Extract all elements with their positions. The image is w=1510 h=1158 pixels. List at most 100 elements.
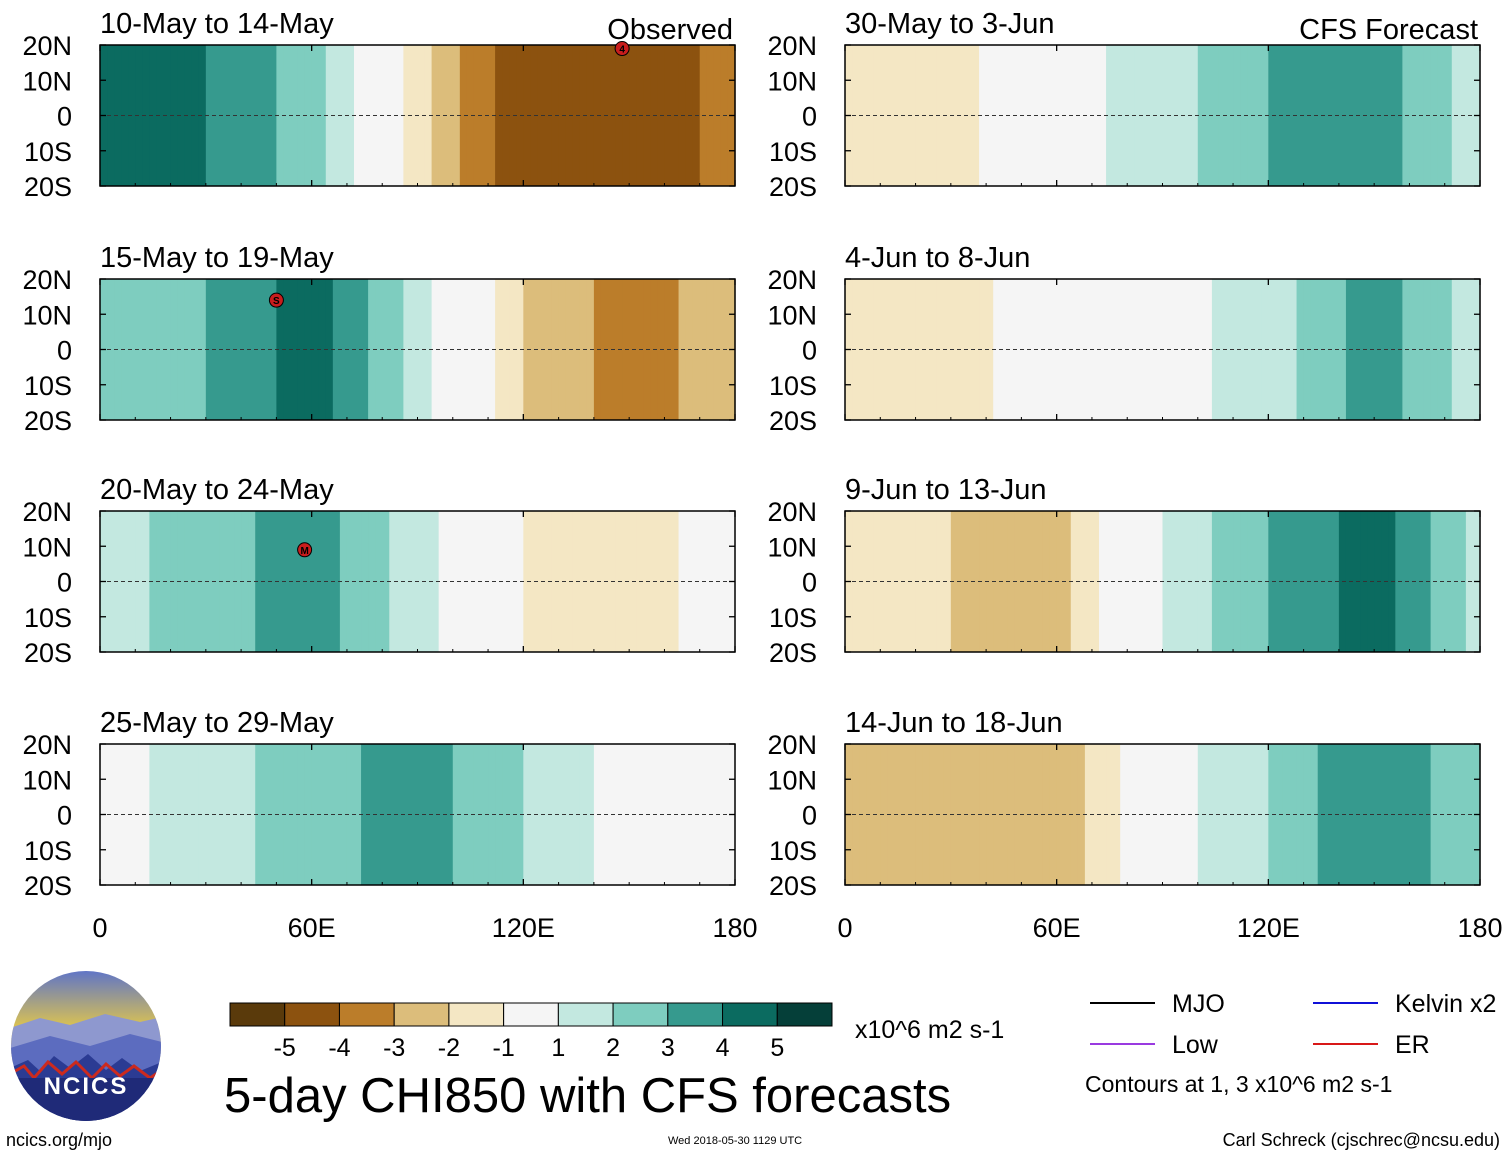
anomaly-cell — [396, 45, 404, 186]
anomaly-cell — [986, 744, 994, 885]
anomaly-cell — [297, 511, 306, 652]
anomaly-cell — [1218, 744, 1227, 885]
map-panel: 20N 10N 0 10S 20S 20-May to 24-May M — [22, 474, 736, 668]
anomaly-cell — [290, 279, 299, 420]
anomaly-cell — [198, 744, 207, 885]
anomaly-cell — [1204, 279, 1213, 420]
anomaly-cell — [361, 45, 369, 186]
anomaly-cell — [979, 279, 987, 420]
anomaly-cell — [142, 744, 150, 885]
anomaly-cell — [297, 279, 306, 420]
x-tick-label: 120E — [492, 913, 555, 943]
y-tick-label: 20S — [769, 406, 817, 436]
anomaly-cell — [163, 511, 172, 652]
anomaly-cell — [339, 45, 348, 186]
anomaly-cell — [943, 511, 952, 652]
anomaly-cell — [1014, 45, 1022, 186]
anomaly-cell — [191, 45, 200, 186]
anomaly-cell — [873, 45, 881, 186]
anomaly-cell — [943, 744, 952, 885]
anomaly-cell — [1007, 279, 1015, 420]
anomaly-cell — [255, 279, 263, 420]
anomaly-cell — [1113, 511, 1121, 652]
anomaly-cell — [1113, 279, 1121, 420]
anomaly-cell — [1127, 279, 1135, 420]
anomaly-cell — [1049, 279, 1058, 420]
anomaly-cell — [290, 511, 299, 652]
anomaly-cell — [276, 744, 285, 885]
anomaly-cell — [1134, 511, 1142, 652]
anomaly-cell — [936, 511, 945, 652]
anomaly-cell — [1035, 744, 1044, 885]
anomaly-cell — [311, 511, 320, 652]
anomaly-cell — [248, 744, 256, 885]
anomaly-cell — [1134, 744, 1142, 885]
anomaly-cell — [1099, 744, 1107, 885]
anomaly-cell — [1028, 45, 1037, 186]
y-tick-label: 0 — [802, 102, 817, 132]
y-tick-label: 20N — [22, 265, 72, 295]
anomaly-cell — [424, 279, 433, 420]
anomaly-cell — [1155, 45, 1164, 186]
main-title: 5-day CHI850 with CFS forecasts — [224, 1069, 951, 1123]
colorbar-swatch — [393, 1002, 450, 1027]
anomaly-cell — [368, 279, 376, 420]
anomaly-cell — [459, 279, 468, 420]
anomaly-cell — [993, 511, 1001, 652]
anomaly-cell — [262, 744, 270, 885]
anomaly-cell — [901, 279, 910, 420]
anomaly-cell — [431, 744, 440, 885]
anomaly-cell — [466, 279, 475, 420]
anomaly-cell — [1042, 279, 1051, 420]
anomaly-cell — [452, 744, 461, 885]
anomaly-cell — [403, 511, 412, 652]
anomaly-cell — [142, 45, 150, 186]
x-tick-label: 120E — [1237, 913, 1300, 943]
anomaly-cell — [227, 279, 235, 420]
y-tick-label: 10S — [769, 836, 817, 866]
anomaly-cell — [1113, 744, 1121, 885]
anomaly-cell — [163, 45, 172, 186]
anomaly-cell — [170, 45, 179, 186]
y-tick-label: 20N — [22, 31, 72, 61]
anomaly-cell — [184, 279, 193, 420]
anomaly-cell — [311, 279, 320, 420]
footer-url[interactable]: ncics.org/mjo — [6, 1130, 113, 1150]
y-tick-label: 20N — [767, 730, 817, 760]
anomaly-cell — [417, 511, 426, 652]
colorbar-swatch — [448, 1002, 505, 1027]
anomaly-cell — [156, 45, 165, 186]
anomaly-cell — [283, 511, 292, 652]
storm-marker — [614, 41, 630, 57]
anomaly-cell — [473, 279, 482, 420]
anomaly-cell — [297, 45, 306, 186]
anomaly-cell — [495, 511, 503, 652]
anomaly-cell — [1197, 279, 1206, 420]
anomaly-cell — [1000, 45, 1008, 186]
footer-credit: Carl Schreck (cjschrec@ncsu.edu) — [1222, 1130, 1500, 1150]
anomaly-cell — [979, 511, 987, 652]
anomaly-cell — [375, 511, 383, 652]
anomaly-cell — [908, 744, 917, 885]
y-tick-label: 20N — [22, 730, 72, 760]
y-tick-label: 20N — [767, 265, 817, 295]
y-tick-label: 20S — [24, 871, 72, 901]
anomaly-cell — [1021, 744, 1030, 885]
anomaly-cell — [445, 279, 454, 420]
anomaly-cell — [1035, 279, 1044, 420]
anomaly-cell — [354, 279, 362, 420]
y-tick-label: 20S — [769, 172, 817, 202]
anomaly-cell — [452, 45, 461, 186]
anomaly-cell — [1155, 511, 1164, 652]
anomaly-cell — [972, 744, 980, 885]
anomaly-cell — [986, 511, 994, 652]
storm-marker — [297, 542, 313, 558]
anomaly-cell — [234, 45, 242, 186]
anomaly-cell — [198, 45, 207, 186]
anomaly-cell — [262, 279, 270, 420]
y-tick-label: 20N — [767, 31, 817, 61]
anomaly-cell — [135, 511, 143, 652]
anomaly-cell — [1190, 744, 1199, 885]
